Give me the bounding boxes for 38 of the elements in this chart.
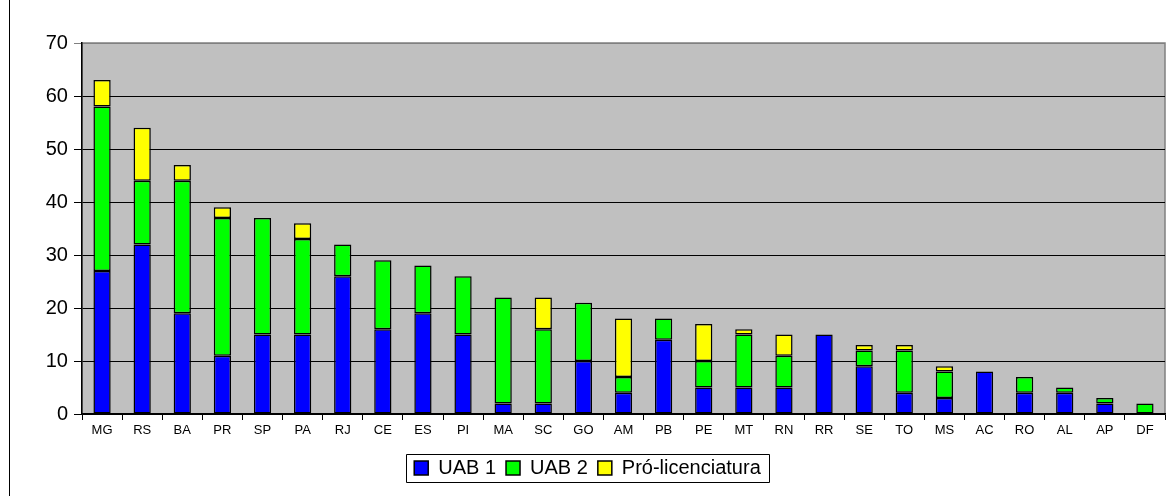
y-tick-label: 10 <box>45 348 68 371</box>
y-tick-label: 30 <box>45 242 68 265</box>
y-tick-label: 20 <box>45 295 68 318</box>
x-tick-label: AL <box>1056 422 1073 438</box>
legend-label: Pró-licenciatura <box>621 455 762 478</box>
x-tick-label: RS <box>133 422 152 438</box>
x-tick-label: PR <box>213 422 232 438</box>
y-tick-label: 50 <box>45 136 68 159</box>
x-tick-label: RJ <box>334 422 351 438</box>
x-tick-label: TO <box>895 422 914 438</box>
x-tick-label: AC <box>975 422 994 438</box>
x-tick-label: SE <box>855 422 874 438</box>
x-tick-label: RO <box>1014 422 1035 438</box>
x-tick-label: ES <box>414 422 432 438</box>
y-tick-label: 0 <box>56 401 68 424</box>
x-tick-label: MT <box>734 422 754 438</box>
x-tick-label: PE <box>695 422 713 438</box>
y-tick-label: 40 <box>45 189 68 212</box>
x-tick-label: RR <box>814 422 834 438</box>
x-tick-label: AP <box>1096 422 1114 438</box>
legend-label: UAB 2 <box>530 455 588 478</box>
y-tick-label: 70 <box>45 30 68 53</box>
x-tick-label: GO <box>573 422 594 438</box>
x-tick-label: SC <box>534 422 553 438</box>
legend-label: UAB 1 <box>438 455 497 478</box>
x-tick-label: PB <box>654 422 673 438</box>
x-tick-label: SP <box>253 422 272 438</box>
y-tick-label: 60 <box>45 83 68 106</box>
x-tick-label: CE <box>373 422 393 438</box>
x-tick-label: RN <box>774 422 794 438</box>
x-tick-label: DF <box>1136 422 1154 438</box>
x-tick-label: MG <box>91 422 113 438</box>
x-tick-label: PA <box>294 422 312 438</box>
x-tick-label: AM <box>613 422 634 438</box>
x-tick-label: MS <box>934 422 955 438</box>
x-tick-label: BA <box>173 422 192 438</box>
x-tick-label: MA <box>493 422 514 438</box>
x-tick-label: PI <box>456 422 470 438</box>
